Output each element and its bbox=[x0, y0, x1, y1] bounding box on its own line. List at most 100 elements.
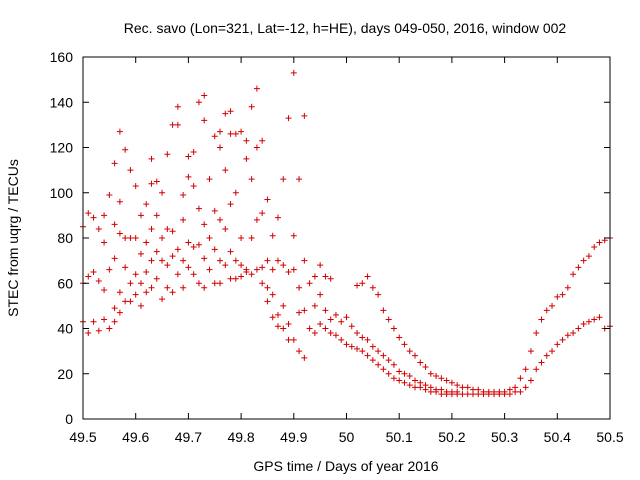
data-point bbox=[85, 330, 92, 337]
data-point bbox=[106, 266, 113, 273]
data-point bbox=[317, 320, 324, 327]
data-point bbox=[227, 248, 234, 255]
data-point bbox=[253, 144, 260, 151]
data-point bbox=[159, 235, 166, 241]
data-point bbox=[274, 323, 281, 330]
data-point bbox=[459, 391, 466, 398]
data-point bbox=[575, 325, 582, 332]
data-point bbox=[496, 391, 503, 398]
data-point bbox=[364, 273, 371, 280]
data-point bbox=[401, 341, 408, 348]
x-tick-label: 50.4 bbox=[544, 429, 571, 445]
data-point bbox=[264, 284, 271, 291]
y-tick-label: 120 bbox=[50, 140, 74, 156]
data-point bbox=[290, 69, 297, 76]
data-point bbox=[132, 235, 139, 241]
data-point bbox=[248, 271, 255, 278]
data-point bbox=[132, 182, 139, 189]
data-point bbox=[396, 368, 403, 375]
data-point bbox=[301, 354, 308, 361]
data-point bbox=[517, 375, 524, 382]
data-point bbox=[195, 99, 202, 106]
data-point bbox=[596, 239, 603, 246]
data-point bbox=[533, 330, 540, 337]
data-point bbox=[217, 128, 224, 135]
data-point bbox=[380, 366, 387, 373]
data-point bbox=[106, 192, 113, 199]
data-point bbox=[301, 307, 308, 314]
data-point bbox=[290, 232, 297, 239]
data-point bbox=[169, 121, 176, 128]
data-point bbox=[549, 348, 556, 355]
data-point bbox=[564, 332, 571, 339]
data-point bbox=[327, 330, 334, 337]
data-point bbox=[122, 264, 129, 271]
data-point bbox=[464, 391, 471, 398]
data-point bbox=[527, 348, 534, 355]
data-point bbox=[122, 146, 129, 153]
data-point bbox=[280, 302, 287, 309]
data-point bbox=[159, 296, 166, 303]
data-point bbox=[238, 273, 245, 280]
data-point bbox=[401, 370, 408, 377]
data-point bbox=[385, 357, 392, 364]
y-axis-label: STEC from uqrg / TECUs bbox=[5, 159, 21, 317]
data-point bbox=[443, 377, 450, 384]
data-point bbox=[348, 323, 355, 330]
data-point bbox=[369, 357, 376, 364]
data-point bbox=[148, 155, 155, 162]
data-point bbox=[248, 176, 255, 183]
data-point bbox=[85, 210, 92, 217]
data-point bbox=[116, 230, 123, 237]
data-point bbox=[206, 266, 213, 273]
data-point bbox=[206, 235, 213, 241]
data-point bbox=[143, 268, 150, 275]
data-point bbox=[174, 103, 181, 110]
data-point bbox=[433, 388, 440, 395]
data-point bbox=[301, 112, 308, 119]
data-point bbox=[380, 307, 387, 314]
data-point bbox=[195, 205, 202, 212]
data-point bbox=[90, 268, 97, 275]
data-point bbox=[174, 271, 181, 278]
data-point bbox=[132, 271, 139, 278]
data-point bbox=[211, 133, 218, 140]
data-point bbox=[274, 214, 281, 221]
y-tick-label: 60 bbox=[57, 275, 73, 291]
data-point bbox=[327, 275, 334, 282]
data-point bbox=[180, 284, 187, 291]
data-point bbox=[227, 130, 234, 137]
data-point bbox=[217, 280, 224, 287]
data-point bbox=[364, 352, 371, 359]
data-point bbox=[301, 257, 308, 264]
data-point bbox=[222, 262, 229, 269]
data-point bbox=[201, 284, 208, 291]
data-point bbox=[174, 246, 181, 253]
data-point bbox=[406, 382, 413, 389]
data-point bbox=[570, 330, 577, 337]
data-point bbox=[217, 216, 224, 223]
data-point bbox=[111, 255, 118, 262]
data-point bbox=[596, 314, 603, 321]
data-point bbox=[211, 246, 218, 253]
data-point bbox=[475, 391, 482, 398]
data-point bbox=[243, 137, 250, 144]
data-point bbox=[180, 192, 187, 199]
data-point bbox=[591, 316, 598, 323]
data-point bbox=[290, 266, 297, 273]
data-point bbox=[369, 343, 376, 350]
data-point bbox=[227, 201, 234, 208]
data-point bbox=[296, 348, 303, 355]
data-point bbox=[153, 178, 160, 185]
data-point bbox=[454, 391, 461, 398]
data-point bbox=[438, 391, 445, 398]
data-point bbox=[417, 359, 424, 366]
data-point bbox=[85, 273, 92, 280]
data-point bbox=[174, 121, 181, 128]
data-point bbox=[243, 155, 250, 162]
x-tick-label: 50.5 bbox=[596, 429, 623, 445]
data-point bbox=[390, 361, 397, 368]
data-point bbox=[533, 366, 540, 373]
data-point bbox=[359, 280, 366, 287]
